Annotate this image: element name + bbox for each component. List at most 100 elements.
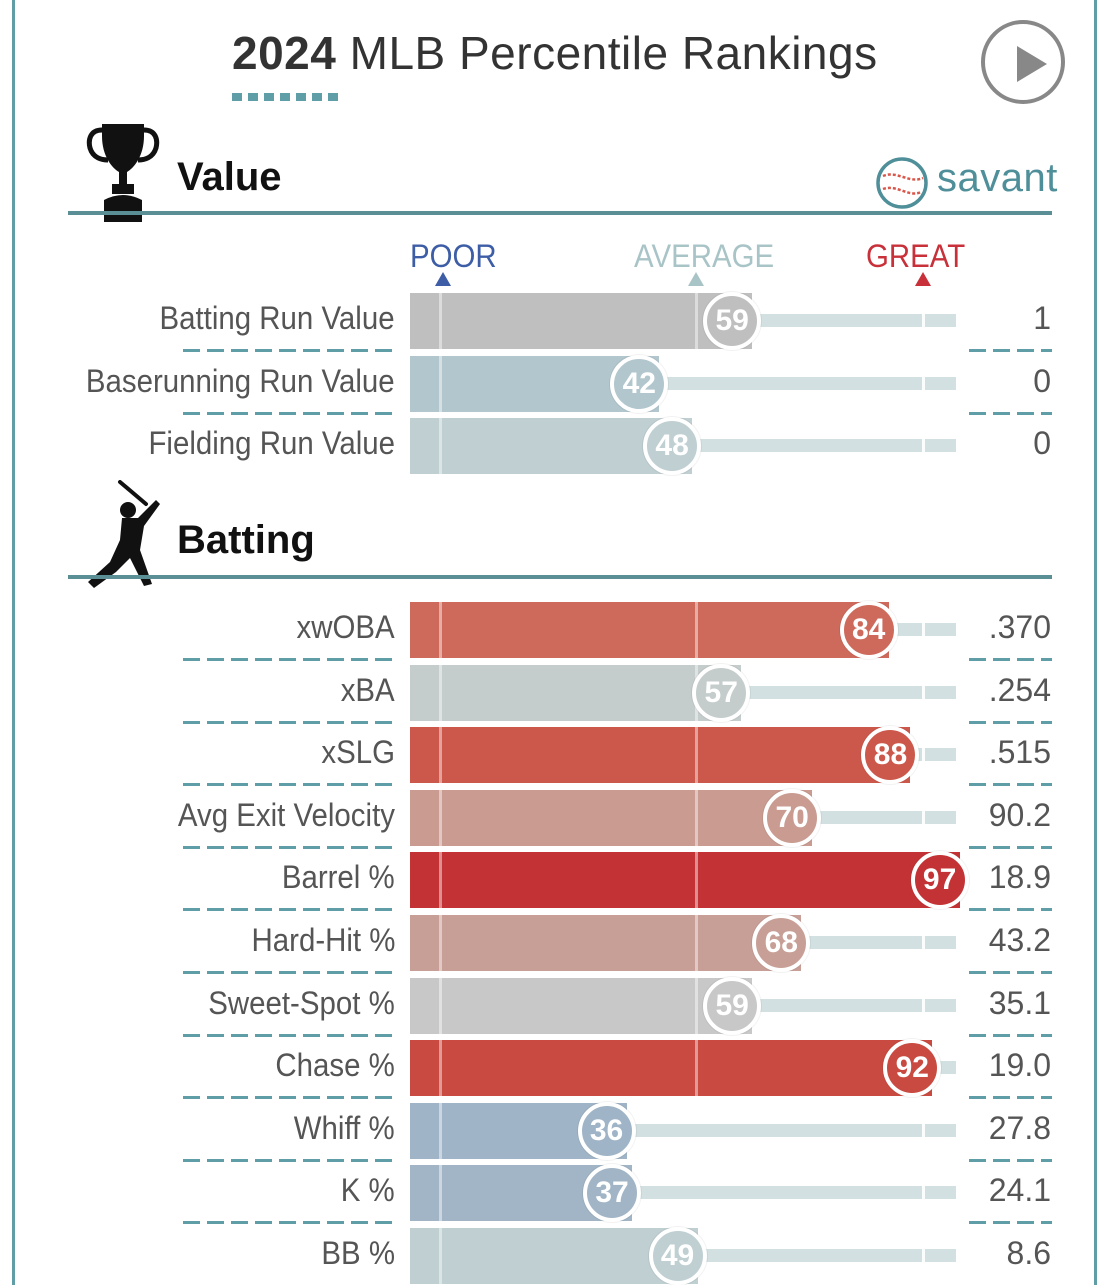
section-divider-batting [68, 575, 1052, 579]
stat-value: 43.2 [988, 922, 1051, 958]
percentile-badge[interactable]: 57 [692, 663, 751, 722]
stat-label: xwOBA [296, 609, 395, 645]
track-tick [922, 810, 925, 824]
bar-gridline [439, 789, 442, 846]
percentile-badge[interactable]: 59 [703, 292, 762, 350]
percentile-bar[interactable] [410, 293, 753, 349]
percentile-badge[interactable]: 59 [703, 976, 762, 1035]
stat-label: Sweet-Spot % [208, 984, 395, 1021]
bar-gridline [439, 293, 442, 349]
bar-gridline [439, 1228, 442, 1284]
stat-label: Avg Exit Velocity [177, 796, 395, 833]
percentile-bar[interactable] [410, 664, 742, 721]
percentile-badge[interactable]: 36 [577, 1101, 636, 1160]
title-year: 2024 [232, 27, 337, 79]
stat-value: 0 [1033, 362, 1051, 399]
legend-great-marker [915, 272, 931, 286]
stat-value: 24.1 [988, 1172, 1051, 1209]
percentile-bar[interactable] [410, 727, 911, 784]
stat-label: K % [341, 1172, 395, 1209]
legend-average-marker [688, 272, 704, 286]
row-divider [183, 1158, 396, 1162]
percentile-badge[interactable]: 97 [910, 851, 969, 910]
stat-value: 18.9 [988, 859, 1051, 896]
bar-gridline [439, 1040, 442, 1097]
section-title-value: Value [177, 155, 282, 199]
bar-gridline [439, 915, 442, 971]
section-divider-value [68, 211, 1052, 215]
track-tick [922, 998, 925, 1012]
trophy-icon [86, 124, 160, 222]
stat-value: 19.0 [988, 1047, 1051, 1084]
legend-poor: POOR [410, 238, 497, 274]
percentile-bar[interactable] [410, 789, 813, 846]
percentile-badge[interactable]: 68 [752, 914, 811, 972]
track-tick [922, 314, 925, 327]
percentile-badge[interactable]: 70 [763, 788, 822, 847]
legend-great: GREAT [866, 238, 966, 274]
bar-gridline [695, 1040, 698, 1097]
row-divider [183, 845, 396, 849]
frame-right-border [1094, 0, 1097, 1285]
play-button[interactable] [981, 20, 1065, 104]
bar-gridline [695, 727, 698, 784]
row-divider [183, 908, 396, 912]
brand-name[interactable]: savant [937, 156, 1058, 200]
stat-value: 8.6 [1006, 1235, 1051, 1271]
stat-value: 1 [1033, 300, 1051, 336]
row-divider [183, 1221, 396, 1225]
percentile-badge[interactable]: 37 [583, 1164, 642, 1223]
percentile-bar[interactable] [410, 1040, 933, 1097]
track-tick [922, 1249, 925, 1262]
percentile-badge[interactable]: 88 [861, 726, 920, 785]
percentile-bar[interactable] [410, 977, 753, 1034]
stat-value: .370 [988, 609, 1051, 645]
row-divider [183, 411, 396, 415]
title-text: MLB Percentile Rankings [349, 27, 878, 79]
track-tick [922, 1123, 925, 1137]
stat-label: BB % [321, 1235, 395, 1271]
page-title: 2024 MLB Percentile Rankings [232, 26, 878, 80]
bar-gridline [439, 977, 442, 1034]
stat-label: Barrel % [282, 859, 395, 896]
row-divider [969, 908, 1052, 912]
row-divider [183, 783, 396, 787]
row-divider [969, 349, 1052, 352]
track-tick [922, 439, 925, 453]
stat-label: Hard-Hit % [251, 922, 395, 958]
batter-icon [88, 480, 160, 588]
row-divider [969, 1096, 1052, 1100]
percentile-bar[interactable] [410, 602, 889, 658]
stat-value: .254 [988, 671, 1051, 708]
row-divider [183, 971, 396, 974]
title-underline [232, 93, 342, 101]
bar-gridline [695, 293, 698, 349]
percentile-bar[interactable] [410, 852, 960, 909]
row-divider [969, 845, 1052, 849]
bar-gridline [439, 1165, 442, 1222]
bar-gridline [695, 977, 698, 1034]
legend-average: AVERAGE [634, 238, 775, 274]
stat-value: 0 [1033, 425, 1051, 462]
row-divider [969, 971, 1052, 974]
bar-gridline [439, 355, 442, 412]
percentile-bar[interactable] [410, 915, 802, 971]
section-title-batting: Batting [177, 518, 315, 562]
bar-gridline [695, 852, 698, 909]
percentile-badge[interactable]: 92 [883, 1039, 942, 1098]
stat-label: Batting Run Value [159, 300, 395, 336]
percentile-badge[interactable]: 49 [648, 1227, 707, 1285]
track-tick [922, 623, 925, 636]
row-divider [183, 1096, 396, 1100]
track-tick [922, 1186, 925, 1200]
row-divider [969, 1158, 1052, 1162]
percentile-badge[interactable]: 42 [610, 354, 669, 413]
percentile-badge[interactable]: 48 [643, 417, 702, 476]
row-divider [183, 658, 396, 661]
bar-gridline [439, 1102, 442, 1159]
track-tick [922, 685, 925, 699]
stat-label: Whiff % [294, 1109, 395, 1146]
stat-label: Chase % [275, 1047, 395, 1084]
stat-value: 27.8 [988, 1109, 1051, 1146]
percentile-badge[interactable]: 84 [839, 601, 898, 659]
